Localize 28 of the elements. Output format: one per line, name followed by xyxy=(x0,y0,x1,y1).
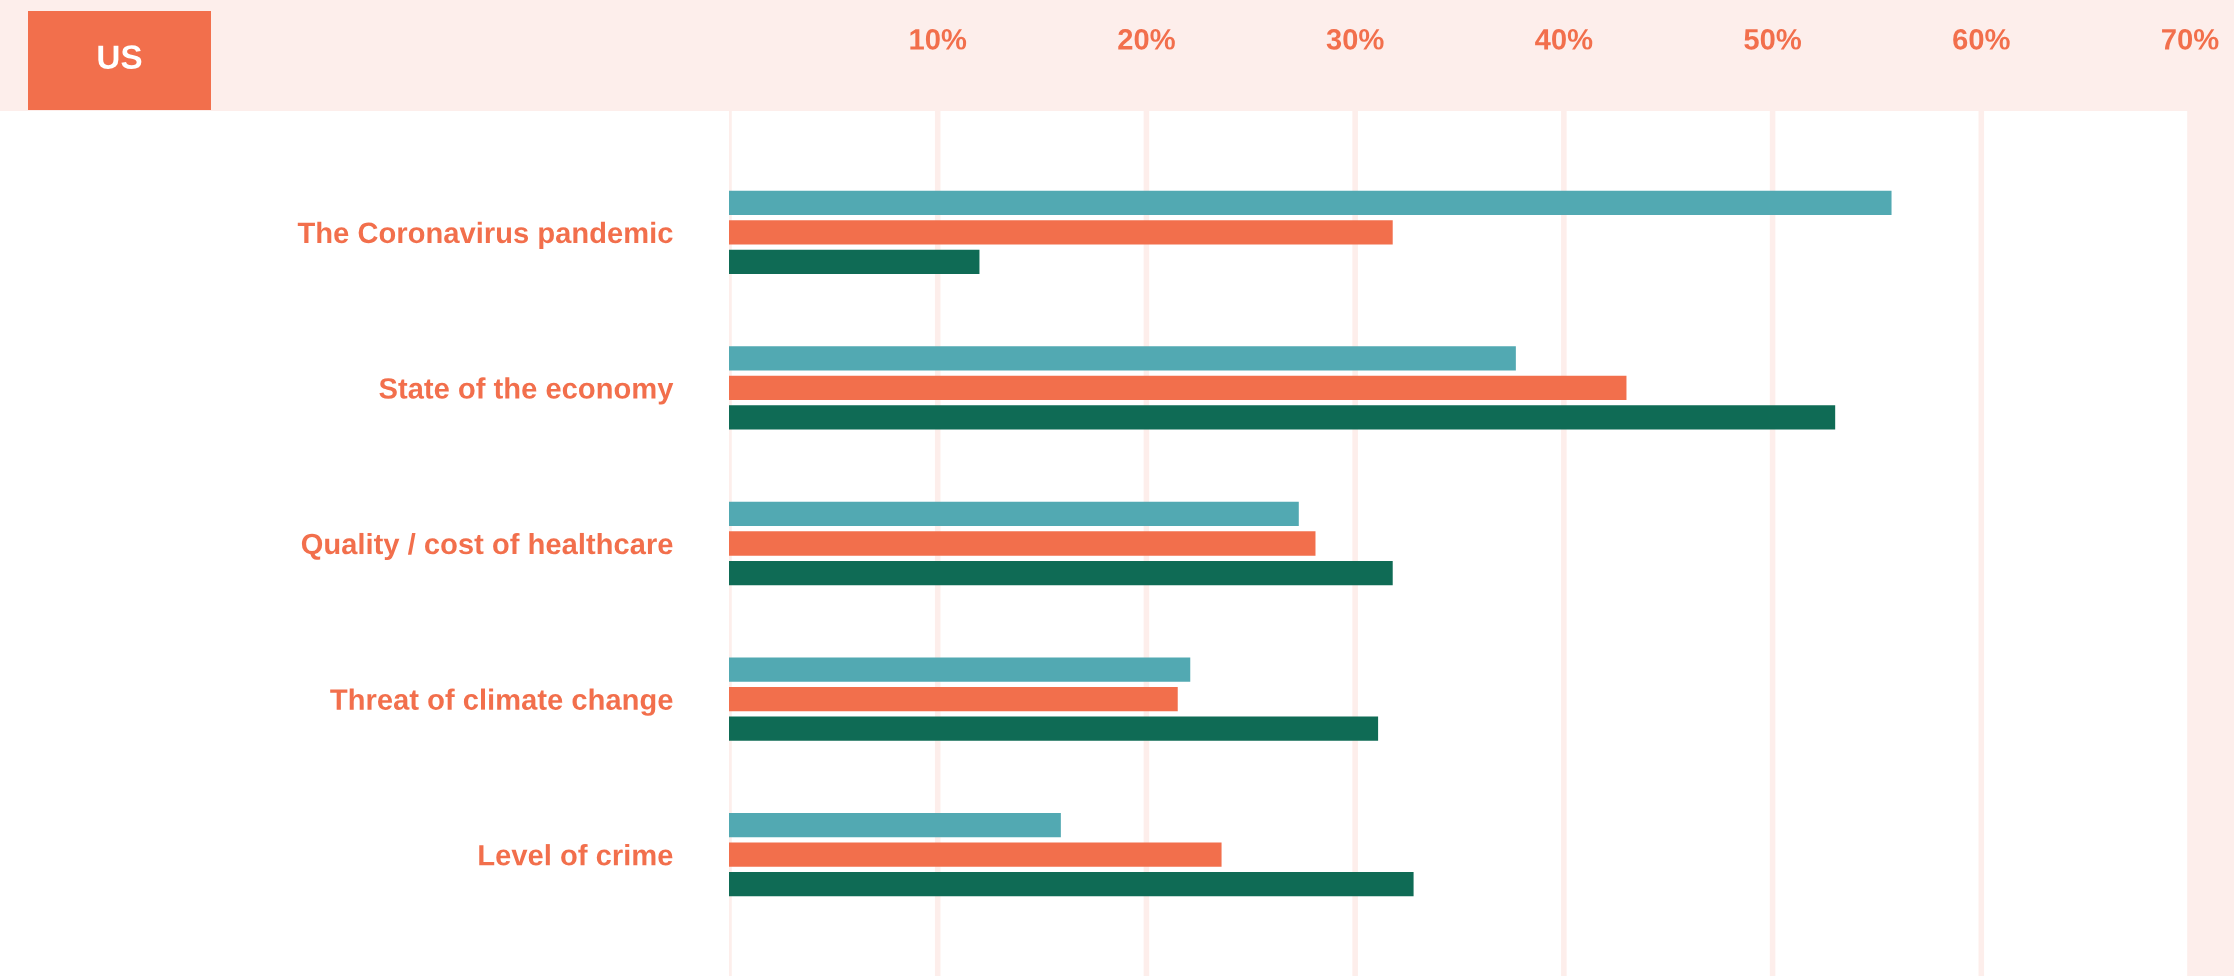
bar xyxy=(729,346,1516,371)
bar xyxy=(729,531,1316,556)
x-tick-label: 40% xyxy=(1535,29,1593,50)
x-tick-label: 70% xyxy=(2162,29,2219,50)
y-tick-label: Threat of climate change xyxy=(330,688,673,716)
text: US xyxy=(98,45,142,69)
y-tick-label: Quality / cost of healthcare xyxy=(301,532,673,561)
x-tick-label: 60% xyxy=(1953,29,2010,50)
bar xyxy=(729,842,1222,867)
bar xyxy=(729,190,1892,215)
bar xyxy=(729,220,1393,245)
x-tick-label: 50% xyxy=(1744,29,1801,50)
x-tick-label: 20% xyxy=(1118,29,1175,50)
bar xyxy=(729,560,1393,586)
x-tick-label: 10% xyxy=(910,29,967,50)
bar xyxy=(729,872,1414,897)
bar xyxy=(729,405,1836,430)
bar xyxy=(729,249,980,275)
bar xyxy=(729,812,1061,838)
bar xyxy=(729,716,1379,741)
bar xyxy=(729,375,1627,401)
bar xyxy=(729,501,1299,527)
x-tick-label: 30% xyxy=(1326,29,1384,50)
bar xyxy=(729,686,1178,712)
bar xyxy=(729,657,1191,682)
y-tick-label: The Coronavirus pandemic xyxy=(297,221,673,249)
y-tick-label: State of the economy xyxy=(379,377,674,405)
y-tick-label: Level of crime xyxy=(479,844,673,866)
